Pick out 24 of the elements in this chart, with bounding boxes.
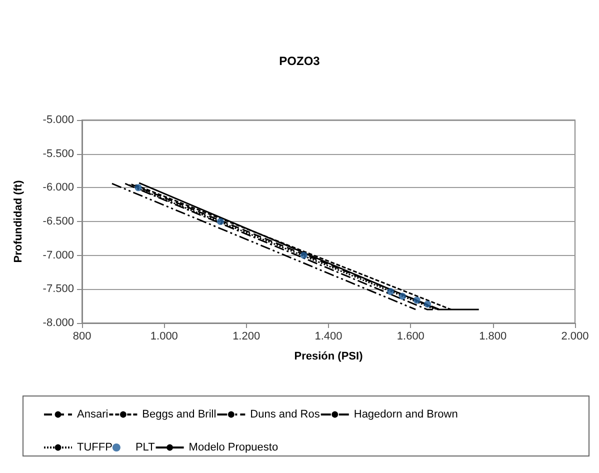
x-tick-label: 2.000 bbox=[561, 330, 589, 342]
legend-label: Hagedorn and Brown bbox=[354, 408, 458, 420]
y-tick-label: -6.500 bbox=[42, 216, 74, 228]
x-tick-label: 1.800 bbox=[479, 330, 507, 342]
legend-label: Duns and Ros bbox=[250, 408, 320, 420]
y-tick-label: -6.000 bbox=[42, 182, 74, 194]
legend-label: Beggs and Brill bbox=[142, 408, 216, 420]
x-tick-label: 1.200 bbox=[232, 330, 260, 342]
y-tick-label: -5.000 bbox=[42, 114, 74, 126]
y-tick-label: -8.000 bbox=[42, 317, 74, 329]
legend-label: Modelo Propuesto bbox=[188, 442, 278, 454]
y-tick-label: -5.500 bbox=[42, 148, 74, 160]
x-axis-title: Presión (PSI) bbox=[294, 350, 364, 362]
y-axis-title: Profundidad (ft) bbox=[12, 180, 24, 263]
x-tick-label: 1.000 bbox=[150, 330, 178, 342]
legend-label: PLT bbox=[135, 442, 156, 454]
x-tick-label: 1.400 bbox=[314, 330, 342, 342]
legend-label: TUFFP bbox=[77, 442, 112, 454]
y-tick-label: -7.500 bbox=[42, 283, 74, 296]
x-tick-label: 1.600 bbox=[396, 330, 424, 342]
chart-title: POZO3 bbox=[279, 54, 320, 68]
x-tick-label: 800 bbox=[72, 330, 92, 342]
y-tick-label: -7.000 bbox=[42, 249, 74, 262]
legend-label: Ansari bbox=[77, 408, 108, 420]
